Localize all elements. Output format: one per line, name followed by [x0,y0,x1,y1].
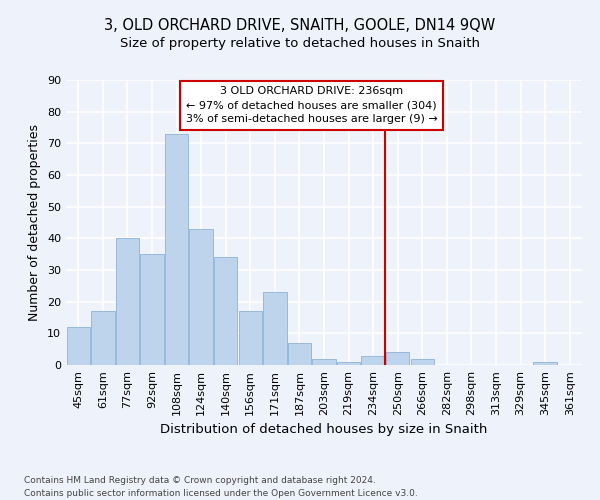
Bar [116,238,139,365]
X-axis label: Distribution of detached houses by size in Snaith: Distribution of detached houses by size … [160,424,488,436]
Y-axis label: Number of detached properties: Number of detached properties [28,124,41,321]
Bar [190,229,213,365]
Bar [239,311,262,365]
Bar [263,292,287,365]
Bar [386,352,409,365]
Bar [410,358,434,365]
Bar [361,356,385,365]
Bar [91,311,115,365]
Bar [337,362,360,365]
Bar [214,258,238,365]
Bar [140,254,164,365]
Bar [313,358,335,365]
Text: Contains HM Land Registry data © Crown copyright and database right 2024.
Contai: Contains HM Land Registry data © Crown c… [24,476,418,498]
Text: 3, OLD ORCHARD DRIVE, SNAITH, GOOLE, DN14 9QW: 3, OLD ORCHARD DRIVE, SNAITH, GOOLE, DN1… [104,18,496,32]
Text: Size of property relative to detached houses in Snaith: Size of property relative to detached ho… [120,38,480,51]
Bar [67,327,90,365]
Text: 3 OLD ORCHARD DRIVE: 236sqm
← 97% of detached houses are smaller (304)
3% of sem: 3 OLD ORCHARD DRIVE: 236sqm ← 97% of det… [186,86,437,124]
Bar [533,362,557,365]
Bar [165,134,188,365]
Bar [288,343,311,365]
